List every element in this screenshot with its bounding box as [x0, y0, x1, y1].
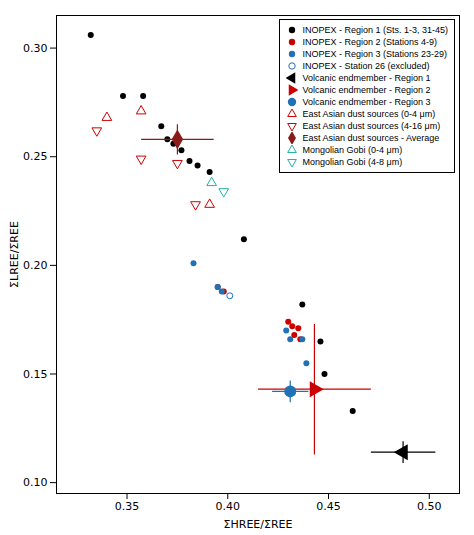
svg-text:0.40: 0.40: [216, 500, 241, 513]
html-text:East Asian dust sources - Aver: East Asian dust sources - Average: [302, 133, 440, 143]
html-text:INOPEX - Region 3 (Stations 23: INOPEX - Region 3 (Stations 23-29): [302, 49, 447, 59]
html-text:East Asian dust sources (0-4 μ: East Asian dust sources (0-4 μm): [302, 109, 436, 119]
html-text:INOPEX - Station 26 (excluded): INOPEX - Station 26 (excluded): [302, 61, 430, 71]
html-text:Volcanic endmember - Region 3: Volcanic endmember - Region 3: [302, 97, 431, 107]
svg-text:0.10: 0.10: [23, 476, 48, 489]
html-text:Mongolian Gobi (4-8 μm): Mongolian Gobi (4-8 μm): [302, 157, 403, 167]
html-text:Volcanic endmember - Region 2: Volcanic endmember - Region 2: [302, 85, 431, 95]
html-text:East Asian dust sources (4-16: East Asian dust sources (4-16 μm): [302, 121, 441, 131]
svg-text:0.25: 0.25: [23, 150, 48, 163]
svg-text:0.50: 0.50: [417, 500, 442, 513]
svg-text:ΣLREE/ΣREE: ΣLREE/ΣREE: [8, 221, 21, 288]
svg-text:ΣHREE/ΣREE: ΣHREE/ΣREE: [224, 518, 293, 531]
html-text:INOPEX - Region 1 (Sts. 1-3, 3: INOPEX - Region 1 (Sts. 1-3, 31-45): [302, 25, 448, 35]
svg-text:0.35: 0.35: [115, 500, 139, 513]
svg-text:0.15: 0.15: [23, 368, 48, 381]
html-text:INOPEX - Region 2 (Stations 4-: INOPEX - Region 2 (Stations 4-9): [302, 37, 437, 47]
html-text:Mongolian Gobi (0-4 μm): Mongolian Gobi (0-4 μm): [302, 145, 403, 155]
svg-text:0.45: 0.45: [316, 500, 341, 513]
svg-text:0.20: 0.20: [23, 259, 48, 272]
html-text:Volcanic endmember - Region 1: Volcanic endmember - Region 1: [302, 73, 431, 83]
svg-text:0.30: 0.30: [23, 42, 48, 55]
